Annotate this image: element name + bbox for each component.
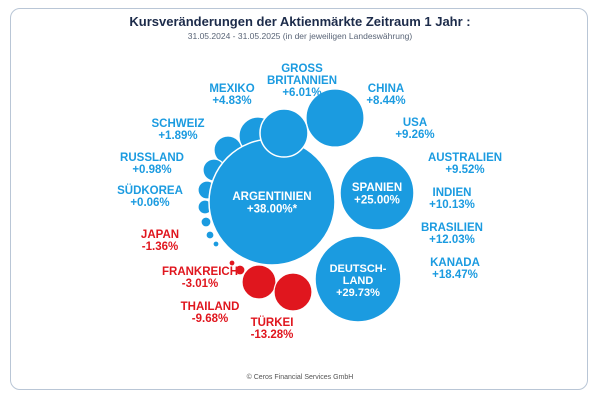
label-china: CHINA +8.44% — [366, 83, 405, 107]
bubble-small-negative — [234, 264, 246, 276]
bubble-small-positive — [212, 240, 220, 248]
bubble-small-negative — [273, 272, 313, 312]
chart-subtitle: 31.05.2024 - 31.05.2025 (in der jeweilig… — [187, 31, 413, 41]
label-spanien: SPANIEN +25.00% — [352, 182, 402, 207]
label-japan: JAPAN -1.36% — [141, 229, 179, 253]
bubble-small-negative — [241, 264, 277, 300]
label-mexiko: MEXIKO +4.83% — [209, 83, 254, 107]
bubble-deutsch-land — [314, 235, 402, 323]
bubble-small-positive — [205, 230, 215, 240]
label-kanada: KANADA +18.47% — [430, 257, 480, 281]
label-südkorea: SÜDKOREA +0.06% — [117, 184, 183, 209]
label-australien: AUSTRALIEN +9.52% — [428, 152, 502, 176]
label-thailand: THAILAND -9.68% — [181, 301, 240, 325]
bubble-small-positive — [305, 88, 365, 148]
label-frankreich: FRANKREICH -3.01% — [162, 266, 238, 290]
label-deutschland: DEUTSCH-LAND +29.73% — [330, 263, 387, 299]
label-indien: INDIEN +10.13% — [429, 187, 475, 211]
bubble-small-negative — [228, 259, 236, 267]
label-türkei: TÜRKEI -13.28% — [251, 316, 294, 341]
label-gross-britannien: GROSS BRITANNIEN +6.01% — [267, 63, 337, 99]
label-argentinien: ARGENTINIEN +38.00%* — [232, 191, 311, 216]
label-schweiz: SCHWEIZ +1.89% — [151, 118, 204, 142]
bubble-spanien — [339, 155, 415, 231]
bubble-small-positive — [200, 216, 212, 228]
copyright-footer: © Ceros Financial Services GmbH — [246, 374, 354, 381]
label-russland: RUSSLAND +0.98% — [120, 152, 184, 176]
bubble-gross-britannien — [259, 108, 309, 158]
label-brasilien: BRASILIEN +12.03% — [421, 222, 483, 246]
chart-title: Kursveränderungen der Aktienmärkte Zeitr… — [129, 14, 471, 29]
label-usa: USA +9.26% — [395, 117, 434, 141]
